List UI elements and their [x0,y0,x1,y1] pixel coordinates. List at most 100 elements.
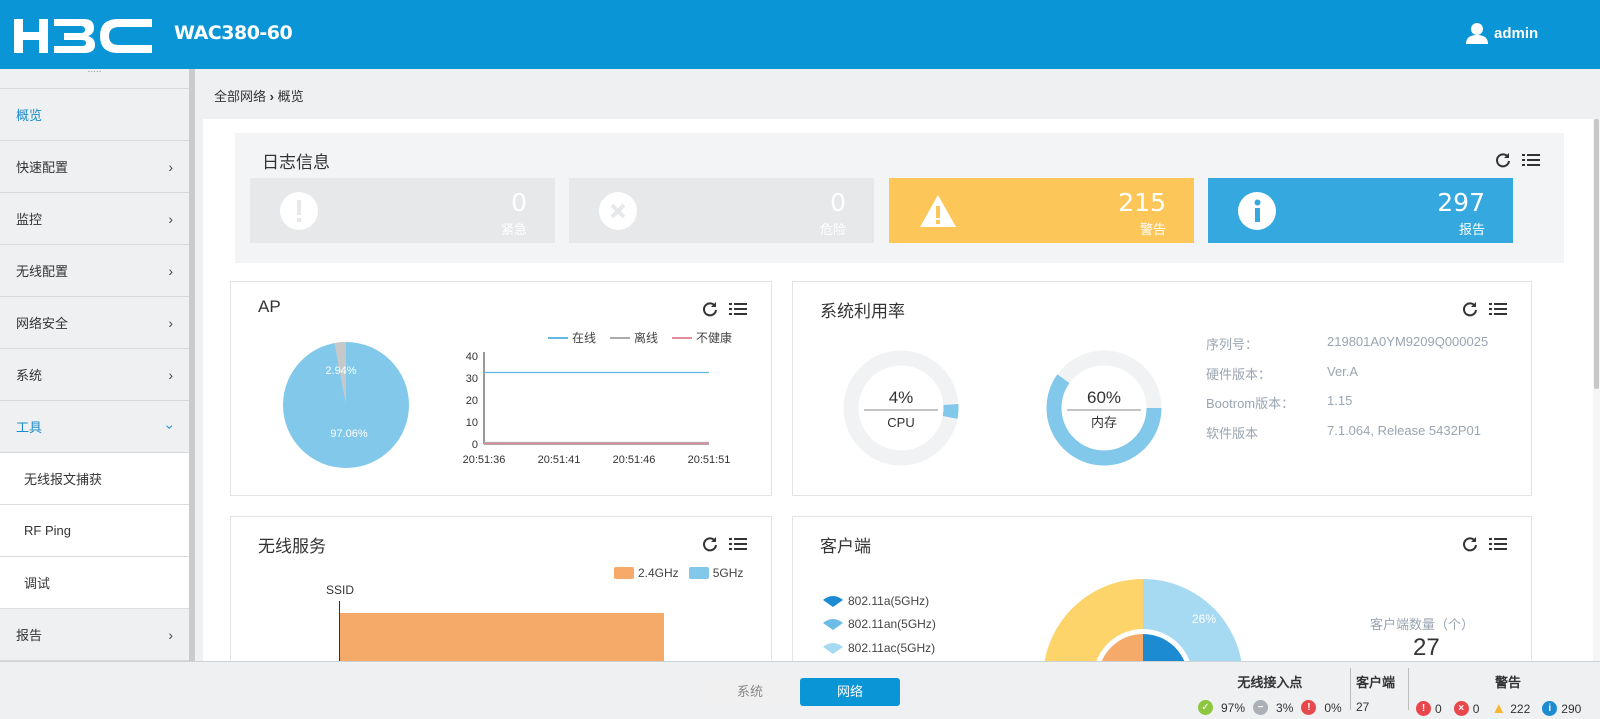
legend-swatch [548,336,568,339]
info-row-bootrom: Bootrom版本： 1.15 [1206,393,1488,423]
sidebar-item-wireless-config[interactable]: 无线配置 › [0,245,189,297]
sidebar-subitem-debug[interactable]: 调试 [0,557,189,609]
client-donut-chart: 26% [1044,579,1242,661]
log-card-warning[interactable]: 215 警告 [889,178,1194,243]
info-row-software: 软件版本 7.1.064, Release 5432P01 [1206,423,1488,453]
warning-triangle-icon: ▲ [1491,700,1507,717]
ap-pie-chart: 2.94% 97.06% [283,342,409,468]
refresh-icon[interactable] [1461,300,1479,318]
sidebar-item-label: 快速配置 [16,160,69,175]
content-scrollbar[interactable] [1593,119,1600,661]
sidebar-item-tools[interactable]: 工具 › [0,401,189,453]
status-alarm-group[interactable]: 警告 ! 0 × 0 ▲ 222 i 290 [1416,672,1600,717]
list-icon[interactable] [1489,535,1507,553]
refresh-icon[interactable] [701,300,719,318]
donut-label: 26% [1192,612,1216,626]
system-usage-title: 系统利用率 [820,302,905,321]
refresh-icon[interactable] [1494,151,1512,169]
list-icon[interactable] [729,535,747,553]
switch-system[interactable]: 系统 [736,684,763,699]
status-client-value: 27 [1356,700,1370,714]
ap-line-chart: 40 30 20 10 0 20:51:36 20:51:41 20:51:46… [463,351,731,466]
user-menu[interactable]: admin [1466,22,1538,44]
exclamation-circle-icon: ! [1301,700,1317,715]
legend-80211an[interactable]: 802.11an(5GHz) [822,613,936,637]
legend-80211a[interactable]: 802.11a(5GHz) [822,589,936,613]
sidebar-item-report[interactable]: 报告 › [0,609,189,661]
bar-2g[interactable] [340,613,664,661]
log-card-info[interactable]: 297 报告 [1208,178,1513,243]
y-tick: 40 [466,351,478,363]
info-circle-icon: i [1542,701,1558,716]
sidebar-subitem-rf-ping[interactable]: RF Ping [0,505,189,557]
status-ap-offline: 3% [1276,700,1294,715]
minus-circle-icon: − [1253,700,1269,715]
memory-label: 内存 [1091,415,1117,430]
log-count: 0 [511,188,527,217]
info-key: Bootrom版本： [1206,396,1295,411]
legend-unhealthy[interactable]: 不健康 [672,329,732,346]
ap-panel: AP 2.94% 97.06% 在线 离线 不健康 40 30 20 10 0 [230,281,772,496]
chevron-right-icon: › [168,262,173,279]
log-count: 297 [1437,188,1485,217]
log-card-emergency[interactable]: 0 紧急 [250,178,555,243]
check-circle-icon: ✓ [1198,700,1213,715]
info-value: 219801A0YM9209Q000025 [1327,334,1489,349]
log-card-critical[interactable]: 0 危险 [569,178,874,243]
scrollbar-thumb[interactable] [1594,119,1599,389]
wifi-icon [823,619,843,631]
panel-tools [1461,300,1507,318]
sidebar-subitem-packet-capture[interactable]: 无线报文捕获 [0,453,189,505]
legend-offline[interactable]: 离线 [610,329,658,346]
pie-label-offline: 2.94% [325,365,356,377]
sidebar-subitem-label: RF Ping [24,523,71,538]
sidebar-item-network-security[interactable]: 网络安全 › [0,297,189,349]
client-count-label: 客户端数量（个） [1370,617,1475,632]
sidebar-item-overview[interactable]: 概览 [0,89,189,141]
system-usage-panel: 系统利用率 4% CPU 60% 内存 序列号： 219801A0YM9209Q0… [792,281,1532,496]
wifi-icon [823,595,843,607]
chevron-right-icon: › [168,626,173,643]
list-icon[interactable] [1522,151,1540,169]
cpu-gauge: 4% CPU [843,350,959,466]
status-client-title: 客户端 [1356,675,1396,690]
list-icon[interactable] [729,300,747,318]
wireless-service-panel: 无线服务 2.4GHz 5GHz SSID [230,516,772,661]
ap-panel-title: AP [258,297,281,316]
wireless-legend: 2.4GHz 5GHz [614,566,743,580]
view-switch: 系统 网络 [700,678,900,706]
legend-2g[interactable]: 2.4GHz [614,566,679,580]
info-key: 硬件版本： [1206,366,1272,382]
legend-5g[interactable]: 5GHz [688,566,744,580]
refresh-icon[interactable] [1461,535,1479,553]
memory-value: 60% [1087,388,1121,407]
sidebar-item-monitor[interactable]: 监控 › [0,193,189,245]
refresh-icon[interactable] [701,535,719,553]
status-alarm-critical: 0 [1472,701,1480,716]
chevron-down-icon: › [162,424,179,429]
switch-network[interactable]: 网络 [800,678,900,706]
legend-label: 5GHz [712,566,744,580]
panel-tools [1461,535,1507,553]
sidebar-subitem-label: 无线报文捕获 [24,472,103,487]
info-circle-icon [1238,192,1276,230]
list-icon[interactable] [1489,300,1507,318]
sidebar-item-system[interactable]: 系统 › [0,349,189,401]
legend-online[interactable]: 在线 [548,329,596,346]
sidebar-item-quick-config[interactable]: 快速配置 › [0,141,189,193]
client-count: 27 [1413,634,1440,661]
status-bar: 系统 网络 无线接入点 ✓ 97% −3% ! 0% 客户端 27 警告 ! 0 × 0… [0,661,1600,719]
legend-swatch [672,336,693,339]
info-row-hardware: 硬件版本： Ver.A [1206,364,1488,394]
sidebar-item-label: 监控 [16,212,43,227]
h3c-logo[interactable] [14,17,154,57]
y-tick: 30 [466,373,478,385]
status-ap-online: 97% [1221,700,1246,715]
breadcrumb: 全部网络 › 概览 [203,69,1600,119]
x-tick: 20:51:41 [538,454,581,466]
legend-80211ac[interactable]: 802.11ac(5GHz) [822,636,936,660]
x-circle-icon [599,192,637,230]
status-client-group[interactable]: 客户端 27 [1356,672,1395,714]
breadcrumb-root[interactable]: 全部网络 [214,89,267,104]
status-ap-group[interactable]: 无线接入点 ✓ 97% −3% ! 0% [1198,672,1342,715]
